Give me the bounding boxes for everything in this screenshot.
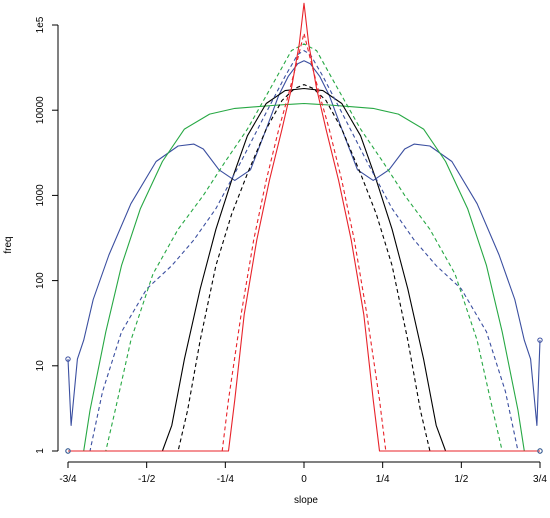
series-line-3 — [68, 87, 540, 452]
y-tick-label: 1e5 — [35, 16, 46, 33]
y-ticks: 1 10 100 1000 10000 1e5 — [35, 16, 58, 454]
series-layer — [67, 2, 541, 452]
y-tick-label: 10000 — [35, 96, 46, 124]
x-ticks: -3/4 -1/2 -1/4 0 1/4 1/2 3/4 — [59, 462, 547, 485]
endpoint-marker-5 — [65, 448, 71, 454]
x-axis-label: slope — [294, 495, 318, 506]
y-axis-label: freq — [3, 236, 14, 253]
series-line-6 — [68, 43, 540, 452]
series-line-8 — [68, 32, 540, 452]
y-tick-label: 1000 — [35, 184, 46, 207]
marker-layer — [65, 337, 543, 454]
axes-layer: -3/4 -1/2 -1/4 0 1/4 1/2 3/4 1 10 100 1000 10000 1e… — [35, 16, 547, 485]
x-tick-label: 0 — [301, 474, 307, 485]
x-tick-label: -1/4 — [217, 474, 235, 485]
series-line-4 — [68, 84, 540, 452]
x-tick-label: -3/4 — [59, 474, 77, 485]
series-line-1 — [67, 60, 541, 426]
endpoint-marker-1 — [65, 356, 71, 362]
y-tick-label: 10 — [35, 360, 46, 372]
endpoint-marker-2 — [537, 337, 543, 343]
series-line-2 — [68, 102, 540, 452]
x-tick-label: 1/4 — [376, 474, 390, 485]
series-line-7 — [68, 2, 540, 452]
x-tick-label: 1/2 — [454, 474, 468, 485]
series-line-5 — [68, 50, 540, 452]
x-tick-label: 3/4 — [533, 474, 547, 485]
x-tick-label: -1/2 — [138, 474, 156, 485]
y-tick-label: 1 — [35, 448, 46, 454]
endpoint-marker-6 — [537, 448, 543, 454]
y-tick-label: 100 — [35, 272, 46, 289]
